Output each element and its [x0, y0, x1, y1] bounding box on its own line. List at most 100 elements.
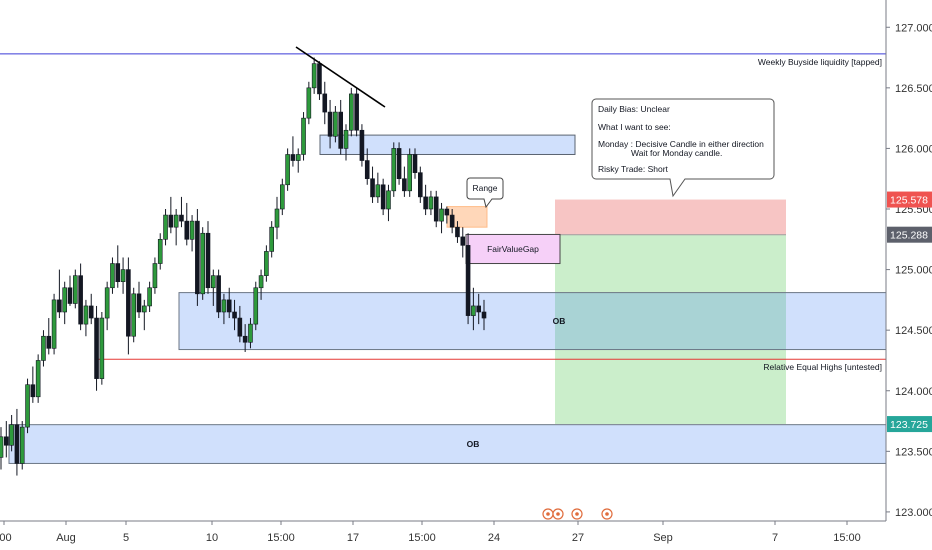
candle-body — [322, 93, 328, 113]
candle — [200, 227, 205, 300]
candle — [322, 81, 328, 125]
candle-body — [412, 154, 418, 173]
candle — [444, 206, 450, 224]
price-tick-label: 125.000 — [895, 265, 932, 277]
candle-body — [317, 63, 322, 95]
price-tick-label: 126.000 — [895, 143, 932, 155]
candle-body — [173, 214, 179, 228]
candle-body — [83, 305, 89, 325]
candle — [418, 166, 423, 203]
candle — [115, 245, 121, 288]
candle — [126, 257, 131, 355]
candle — [465, 233, 471, 325]
candle — [104, 281, 110, 331]
candle-body — [354, 93, 359, 131]
candle-body — [333, 111, 338, 137]
candle — [94, 305, 99, 391]
price-tick-label: 124.000 — [895, 386, 932, 398]
candle-body — [211, 275, 216, 289]
candle — [269, 221, 274, 258]
candle-body — [396, 148, 402, 180]
price-tag — [887, 191, 932, 208]
candle-body — [94, 317, 99, 379]
candle — [391, 142, 397, 197]
time-tick-label: 27 — [572, 532, 584, 544]
candle — [433, 190, 439, 228]
candle-body — [476, 305, 481, 313]
time-tick-label: Aug — [56, 532, 76, 544]
candle — [35, 354, 41, 403]
candle — [0, 427, 4, 470]
candle — [30, 366, 36, 403]
candle-body — [370, 178, 375, 198]
time-tick-label: 15:00 — [267, 532, 295, 544]
price-tag — [887, 416, 932, 433]
candle — [317, 61, 322, 100]
time-tick-label: 5 — [123, 532, 129, 544]
candle — [184, 202, 190, 246]
candle — [333, 106, 338, 143]
candle-body — [433, 196, 439, 222]
candle — [412, 148, 418, 179]
candle-body — [163, 214, 168, 240]
candle-body — [295, 154, 301, 161]
candle — [285, 148, 290, 191]
supply-range-zone — [319, 134, 576, 155]
candle-body — [157, 238, 163, 264]
candle — [152, 257, 158, 294]
candle-body — [205, 232, 211, 289]
candle-body — [253, 287, 259, 325]
price-tick-label: 123.000 — [895, 507, 932, 519]
candle — [280, 178, 285, 216]
event-marker-dot — [546, 512, 550, 516]
candle-body — [460, 236, 466, 246]
candle — [4, 421, 9, 458]
candle — [290, 136, 296, 167]
candle-body — [311, 63, 317, 89]
candle — [67, 275, 73, 306]
candle-body — [338, 111, 343, 149]
candle-body — [237, 317, 243, 337]
candle-body — [391, 148, 397, 192]
candle — [73, 269, 78, 309]
price-tag — [887, 226, 932, 243]
candle-body — [19, 426, 25, 464]
time-tick-label: :00 — [0, 532, 12, 544]
candle — [99, 311, 105, 385]
candle-body — [4, 436, 9, 446]
economic-event-marker — [571, 508, 583, 520]
candle — [226, 287, 232, 319]
buyside-liquidity-label: Weekly Buyside liquidity [tapped] — [758, 57, 882, 67]
candle — [370, 166, 375, 203]
price-tick-label: 123.500 — [895, 446, 932, 458]
candle — [136, 281, 142, 319]
candle-body — [57, 299, 62, 313]
time-tick-label: Sep — [653, 532, 673, 544]
candle — [131, 287, 136, 343]
range-callout — [466, 177, 504, 209]
zone-layer — [8, 134, 887, 464]
trade-note-line: Daily Bias: Unclear — [598, 104, 670, 114]
candle-body — [402, 178, 407, 192]
candle-body — [280, 184, 285, 210]
candle-body — [375, 184, 381, 198]
candle — [338, 99, 343, 155]
candle-body — [104, 287, 110, 319]
trade-note-line: What I want to see: — [598, 122, 671, 132]
candle — [41, 330, 46, 367]
candle — [211, 269, 216, 306]
price-tag-label: 125.288 — [890, 230, 928, 242]
candle-body — [258, 275, 264, 289]
candle — [248, 318, 253, 349]
price-tick-label: 124.500 — [895, 325, 932, 337]
economic-event-marker — [601, 508, 613, 520]
candle-body — [179, 214, 184, 222]
candle — [301, 112, 306, 161]
candle-body — [449, 214, 455, 228]
candle — [476, 293, 481, 325]
candle-body — [41, 335, 46, 361]
candle-body — [216, 275, 221, 313]
